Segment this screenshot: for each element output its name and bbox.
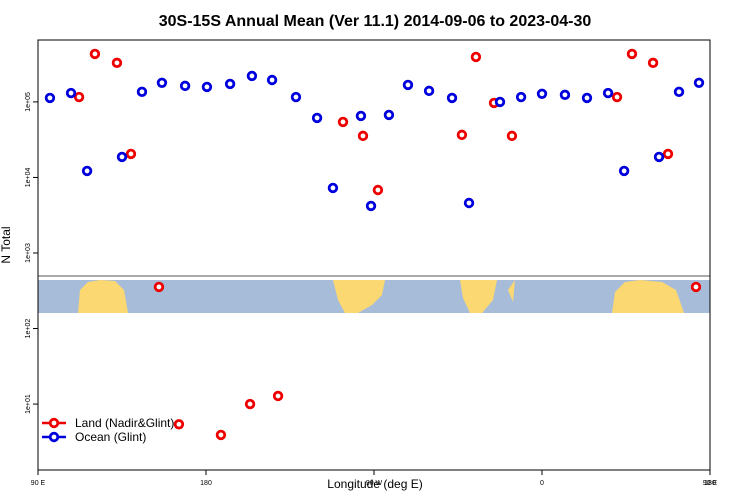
point [153,281,165,293]
point [581,92,593,104]
point [111,57,123,69]
point [89,48,101,60]
point [116,151,128,163]
x-tick-label: 0 [540,480,544,487]
legend-marker [48,417,60,429]
y-axis-label: N Total [0,226,13,263]
point [215,429,227,441]
legend-label: Land (Nadir&Glint) [75,416,174,430]
point [244,398,256,410]
point [662,148,674,160]
point [272,390,284,402]
point [311,112,323,124]
y-tick-label: 1e+04 [25,168,32,188]
point [266,74,278,86]
legend-marker [48,431,60,443]
point [81,165,93,177]
point [65,87,77,99]
point [673,86,685,98]
point [515,91,527,103]
y-tick-label: 1e+02 [25,319,32,339]
x-axis-label: Longitude (deg E) [327,477,422,491]
point [383,109,395,121]
plot-frame [37,39,711,471]
point [179,80,191,92]
map-land [78,280,128,313]
point [423,85,435,97]
point [337,116,349,128]
point [470,51,482,63]
point [463,197,475,209]
point [355,110,367,122]
x-tick-label: 180 [704,480,716,487]
point [456,129,468,141]
point [647,57,659,69]
point [690,281,702,293]
point [246,70,258,82]
point [602,87,614,99]
y-tick-label: 1e+05 [25,92,32,112]
y-tick-label: 1e+01 [25,394,32,414]
point [327,182,339,194]
point [136,86,148,98]
point [536,88,548,100]
point [446,92,458,104]
y-tick-label: 1e+03 [25,243,32,263]
point [44,92,56,104]
point [125,148,137,160]
point [201,81,213,93]
point [357,130,369,142]
point [626,48,638,60]
legend-label: Ocean (Glint) [75,430,146,444]
x-tick-label: 90 E [31,480,46,487]
point [402,79,414,91]
point [173,419,185,430]
map-land [612,280,684,313]
point [365,200,377,212]
point [611,91,623,103]
map-land [460,280,515,313]
point [290,91,302,103]
point [372,184,384,196]
point [73,91,85,103]
point [224,78,236,90]
point [693,77,705,89]
chart-title: 30S-15S Annual Mean (Ver 11.1) 2014-09-0… [159,13,592,30]
x-tick-label: 180 [200,480,212,487]
point [494,96,506,108]
x-tick-label: 90 W [366,480,383,487]
map-land [333,280,385,313]
point [559,89,571,101]
x-tick-label: 90 E [703,480,718,487]
map-strip [38,275,710,313]
point [156,77,168,89]
point [506,130,518,142]
point [653,151,665,163]
point [618,165,630,177]
